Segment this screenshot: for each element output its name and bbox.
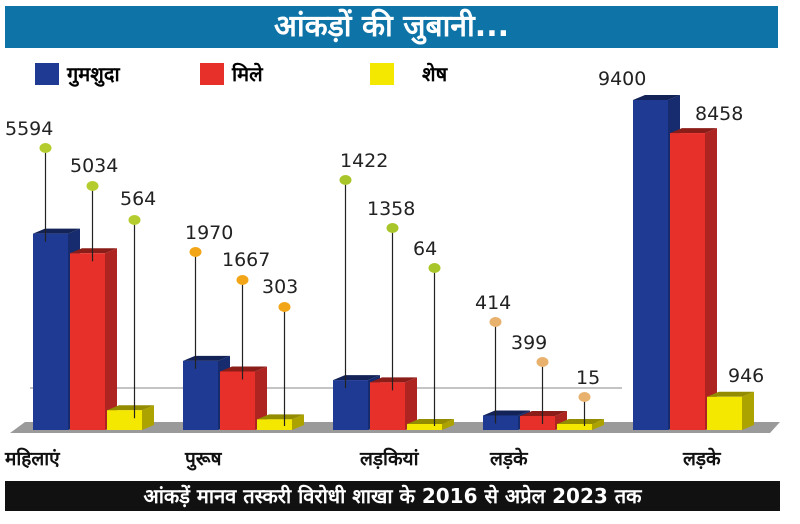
bar-मिले: [70, 253, 105, 430]
data-label: 414: [475, 292, 511, 314]
bar-मिले: [220, 371, 255, 430]
bar-side: [592, 419, 604, 430]
bar-शेष: [707, 396, 742, 430]
bar-शेष: [257, 419, 292, 430]
marker-dot: [128, 215, 141, 225]
source-note: आंकड़ें मानव तस्करी विरोधी शाखा के 2016 …: [5, 481, 780, 511]
chart-title: आंकड़ों की जुबानी...: [5, 6, 778, 48]
data-label: 8458: [695, 103, 743, 125]
marker-dot: [236, 275, 249, 285]
marker-dot: [536, 357, 549, 367]
marker-dot: [428, 263, 441, 273]
bar-side: [292, 414, 304, 430]
bar-top: [33, 228, 80, 234]
bar-top: [183, 355, 230, 361]
bar-side: [255, 366, 267, 430]
bar-top: [220, 366, 267, 372]
legend-swatch-blue: [35, 62, 59, 85]
bar-top: [257, 414, 304, 420]
bar-शेष: [407, 424, 442, 430]
data-label: 5034: [70, 155, 118, 177]
bar-मिले: [370, 382, 405, 430]
legend-label: मिले: [232, 62, 263, 86]
bar-top: [70, 248, 117, 254]
data-label: 5594: [5, 118, 53, 140]
category-label: लड़कियां: [359, 447, 420, 470]
category-label: लड़के: [682, 447, 722, 470]
bar-top: [520, 410, 567, 416]
legend-swatch-yellow: [370, 62, 394, 85]
bar-side: [442, 419, 454, 430]
bar-गुमशुदा: [633, 100, 668, 430]
data-label: 15: [576, 367, 600, 389]
marker-dot: [386, 223, 399, 233]
marker-dot: [489, 317, 502, 327]
data-label: 1358: [367, 198, 415, 220]
data-label: 64: [413, 238, 437, 260]
bar-गुमशुदा: [333, 380, 368, 430]
bar-top: [707, 391, 754, 397]
bar-शेष: [107, 410, 142, 430]
data-label: 399: [511, 332, 547, 354]
legend-label: शेष: [422, 62, 448, 86]
data-label: 303: [262, 276, 298, 298]
bar-side: [142, 405, 154, 430]
bar-top: [670, 128, 717, 134]
bar-top: [557, 419, 604, 424]
bar-side: [405, 377, 417, 430]
category-label: लड़के: [489, 447, 529, 470]
bar-top: [333, 375, 380, 381]
data-label: 1970: [185, 222, 233, 244]
marker-dot: [189, 247, 202, 257]
bar-गुमशुदा: [183, 360, 218, 430]
bar-side: [705, 128, 717, 431]
marker-dot: [578, 392, 591, 402]
legend-swatch-red: [200, 62, 224, 85]
data-label: 1667: [222, 249, 270, 271]
bar-गुमशुदा: [33, 233, 68, 430]
bar-top: [407, 419, 454, 424]
legend-label: गुमशुदा: [67, 62, 120, 86]
data-label: 946: [728, 365, 764, 387]
legend-item-remaining: शेष: [370, 60, 447, 87]
bar-side: [742, 391, 754, 430]
bar-top: [370, 377, 417, 383]
legend-item-missing: गुमशुदा: [35, 60, 120, 87]
marker-dot: [86, 181, 99, 191]
marker-dot: [278, 302, 291, 312]
bar-मिले: [520, 415, 555, 430]
bar-top: [107, 405, 154, 411]
data-label: 9400: [598, 68, 646, 90]
bar-top: [633, 95, 680, 100]
bar-side: [105, 248, 117, 430]
data-label: 564: [120, 188, 156, 210]
category-label: पुरूष: [184, 448, 223, 471]
bar-मिले: [670, 133, 705, 431]
legend-item-found: मिले: [200, 60, 263, 87]
category-label: महिलाएं: [4, 447, 61, 470]
marker-dot: [339, 175, 352, 185]
bar-top: [483, 410, 530, 416]
marker-dot: [39, 143, 52, 153]
bar-शेष: [557, 424, 592, 430]
bar-गुमशुदा: [483, 415, 518, 430]
data-label: 1422: [340, 150, 388, 172]
